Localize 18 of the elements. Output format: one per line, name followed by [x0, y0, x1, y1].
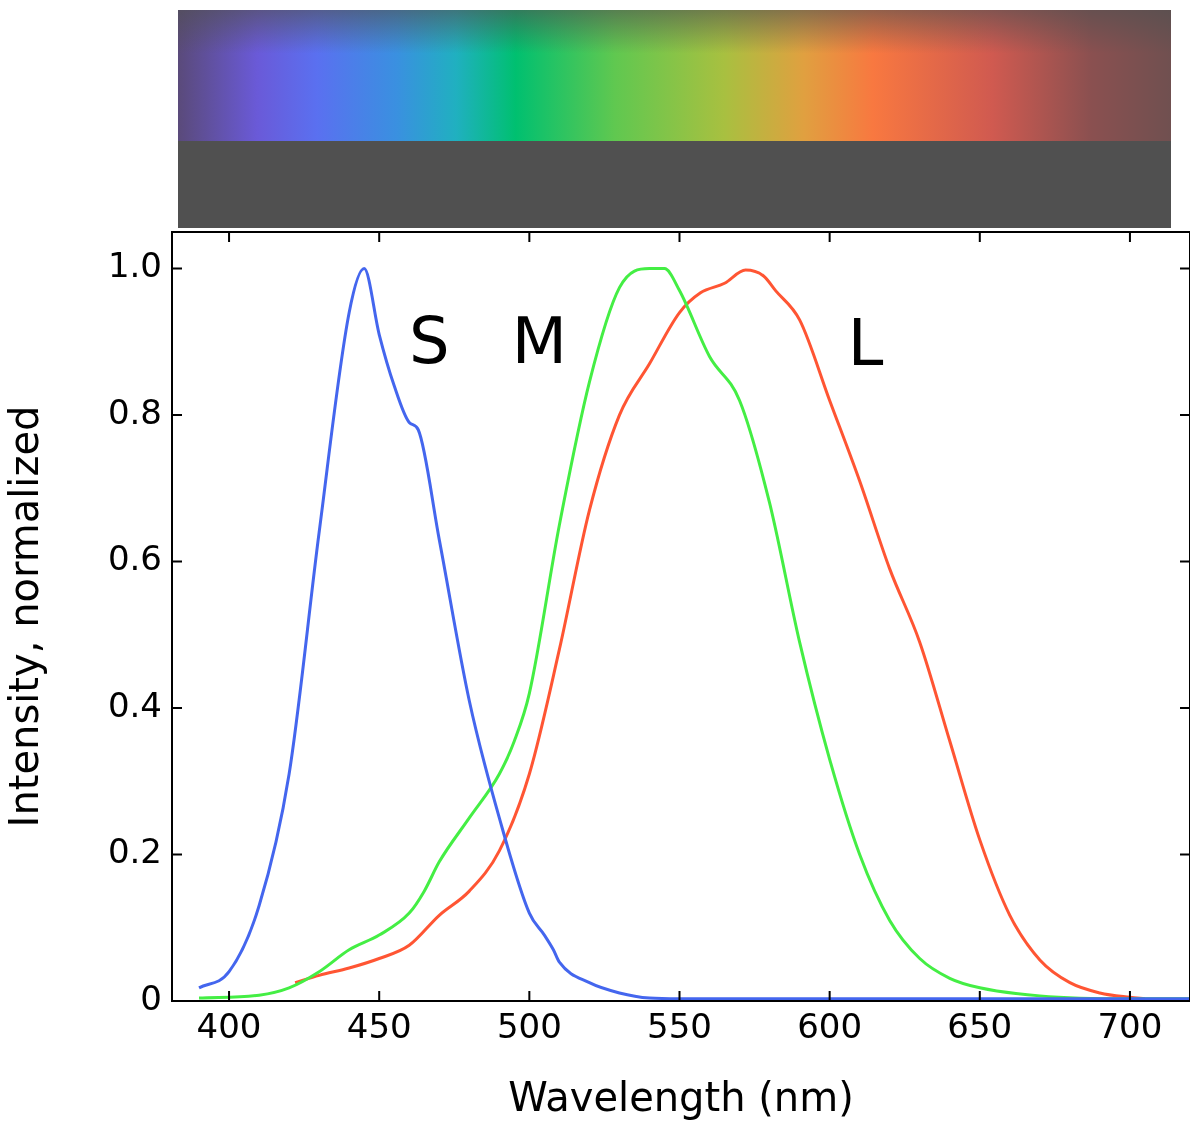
y-tick-label: 0.4 — [107, 684, 162, 725]
y-tick-label: 0.6 — [107, 538, 162, 579]
series-label: S — [408, 304, 450, 379]
y-axis-title: Intensity, normalized — [1, 405, 48, 828]
x-tick-label: 700 — [1097, 1006, 1163, 1047]
series-label: M — [511, 304, 568, 379]
x-tick-label: 400 — [196, 1006, 262, 1047]
y-tick-label: 0.2 — [107, 831, 162, 872]
x-tick-label: 650 — [947, 1006, 1013, 1047]
x-axis-title: Wavelength (nm) — [508, 1074, 854, 1121]
y-tick-label: 0.8 — [107, 391, 162, 432]
series-label: L — [847, 305, 884, 380]
y-tick-label: 1.0 — [107, 245, 162, 286]
x-tick-label: 550 — [647, 1006, 712, 1047]
x-tick-label: 450 — [346, 1006, 412, 1047]
x-tick-label: 600 — [797, 1006, 863, 1047]
y-tick-label: 0 — [140, 977, 162, 1018]
x-tick-label: 500 — [496, 1006, 562, 1047]
